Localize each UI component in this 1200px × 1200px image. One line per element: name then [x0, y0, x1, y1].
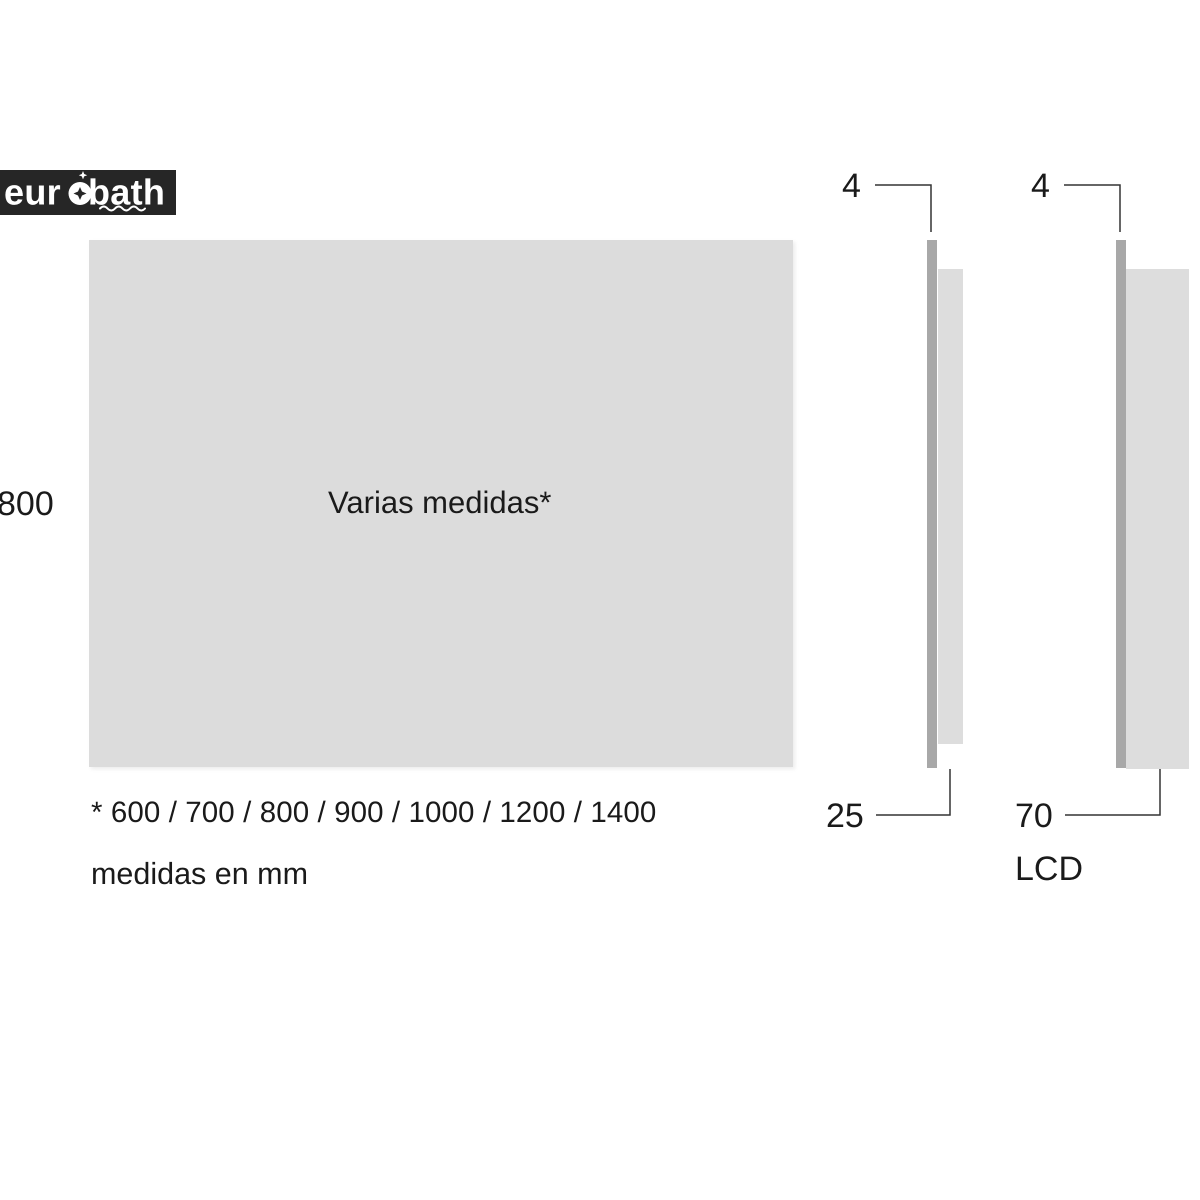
svg-text:4: 4	[1031, 167, 1050, 205]
svg-text:70: 70	[1015, 797, 1053, 835]
svg-text:25: 25	[826, 797, 864, 835]
svg-text:LCD: LCD	[1015, 850, 1083, 888]
svg-text:4: 4	[842, 167, 861, 205]
